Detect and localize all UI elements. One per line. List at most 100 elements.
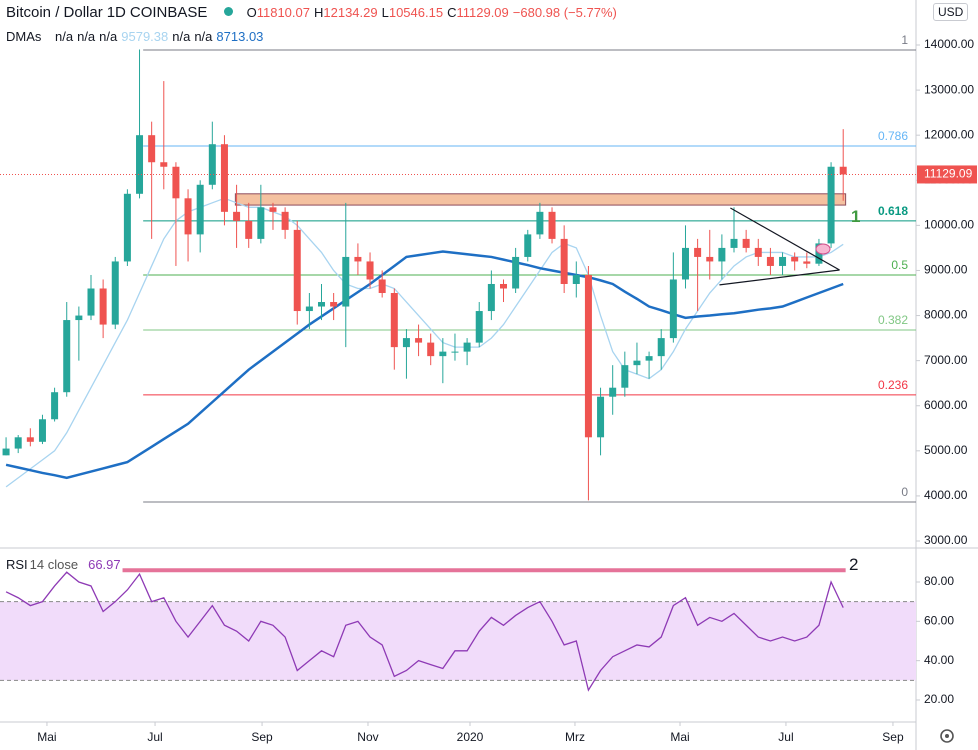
candle-body — [196, 184, 204, 235]
candle-body — [136, 135, 144, 194]
candle-body — [694, 247, 702, 257]
legend-rsi: RSI 14 close 66.97 — [6, 557, 125, 572]
ohlc-value: 12134.29 — [323, 5, 378, 20]
fib-label: 0.382 — [878, 313, 908, 327]
x-tick-label: Jul — [147, 730, 162, 744]
interval: 1D — [106, 4, 126, 21]
trendline — [719, 269, 840, 286]
candle-body — [342, 256, 350, 307]
x-tick-label: Mrz — [565, 730, 585, 744]
candle-body — [366, 261, 374, 280]
candle-body — [330, 302, 338, 307]
rsi-value: 66.97 — [88, 557, 121, 572]
x-tick-label: Jul — [778, 730, 793, 744]
candle-body — [803, 261, 811, 264]
candle-body — [402, 338, 410, 348]
candle-body — [669, 279, 677, 339]
fib-label: 1 — [901, 33, 908, 47]
candle-body — [657, 338, 665, 357]
candle-body — [208, 144, 216, 185]
annotation: 2 — [849, 555, 859, 574]
resistance-zone — [234, 193, 847, 206]
ohlc-label: O — [246, 5, 257, 20]
fib-label: 0.786 — [878, 129, 908, 143]
moving-average — [5, 197, 844, 488]
x-tick-label: Mai — [670, 730, 689, 744]
candle-body — [512, 256, 520, 289]
candle-body — [427, 342, 435, 357]
candle-body — [645, 356, 653, 361]
candle-body — [245, 220, 253, 239]
candle-body — [123, 193, 131, 262]
candle-body — [87, 288, 95, 316]
currency-button[interactable]: USD — [933, 3, 969, 21]
rsi-band — [0, 601, 916, 681]
rsi-line — [5, 571, 844, 692]
fib-label: 0.5 — [891, 258, 908, 272]
candle-body — [621, 365, 629, 388]
candle-body — [99, 288, 107, 325]
legend-main: Bitcoin / Dollar 1D COINBASE O11810.07 H121… — [6, 4, 621, 21]
x-tick-label: Nov — [357, 730, 378, 744]
ohlc-value: 11810.07 — [256, 5, 310, 20]
legend-dma: DMAs n/a n/a n/a 9579.38 n/a n/a 8713.03 — [6, 29, 267, 44]
candle-body — [14, 437, 22, 449]
dma-value: n/a — [172, 29, 191, 44]
ohlc-label: L — [381, 5, 389, 20]
candle-body — [318, 302, 326, 307]
fib-label: 0.236 — [878, 378, 908, 392]
candle-body — [148, 135, 156, 163]
dma-value: n/a — [77, 29, 96, 44]
candle-body — [487, 283, 495, 312]
x-tick-label: Sep — [251, 730, 273, 744]
dma-value: n/a — [194, 29, 213, 44]
candle-body — [38, 419, 46, 442]
annotation: 1 — [851, 207, 861, 226]
candle-body — [815, 243, 823, 264]
ohlc-value: 11129.09 — [456, 5, 509, 20]
candle-body — [415, 338, 423, 343]
candle-body — [378, 279, 386, 294]
y-tick-label: 9000.00 — [924, 263, 968, 277]
candle-body — [257, 207, 265, 239]
moving-average — [5, 250, 844, 480]
candle-body — [172, 166, 180, 199]
candle-body — [536, 211, 544, 235]
fib-label: 0 — [901, 485, 908, 499]
candle-body — [633, 360, 641, 366]
candle-body — [354, 256, 362, 262]
candle-body — [26, 437, 34, 442]
candle-body — [184, 198, 192, 235]
candle-body — [560, 238, 568, 284]
dma-value: 9579.38 — [121, 29, 169, 44]
candle-body — [791, 256, 799, 262]
candle-body — [475, 311, 483, 343]
dma-label: DMAs — [6, 29, 42, 44]
y-tick-label: 40.00 — [924, 653, 954, 667]
candle-body — [220, 144, 228, 212]
trendline — [730, 207, 840, 271]
x-tick-label: Sep — [882, 730, 904, 744]
candle-body — [499, 283, 507, 289]
candle-body — [439, 351, 447, 357]
candle-body — [754, 247, 762, 257]
candle-body — [524, 234, 532, 257]
fib-label: 0.618 — [878, 204, 908, 218]
ohlc-label: C — [447, 5, 457, 20]
y-tick-label: 7000.00 — [924, 353, 968, 367]
candle-body — [766, 256, 774, 266]
symbol: Bitcoin / Dollar — [6, 4, 103, 21]
status-dot — [223, 7, 233, 16]
ohlc-label: H — [313, 5, 324, 20]
y-tick-label: 13000.00 — [924, 82, 974, 96]
candle-body — [111, 261, 119, 325]
candle-body — [451, 351, 459, 353]
last-price-box — [917, 165, 977, 184]
candle-body — [233, 211, 241, 221]
last-price-label: 11129.09 — [924, 167, 973, 181]
candle-body — [281, 211, 289, 230]
change: −680.98 (−5.77%) — [512, 5, 617, 20]
candle-body — [839, 166, 847, 175]
y-tick-label: 60.00 — [924, 614, 954, 628]
